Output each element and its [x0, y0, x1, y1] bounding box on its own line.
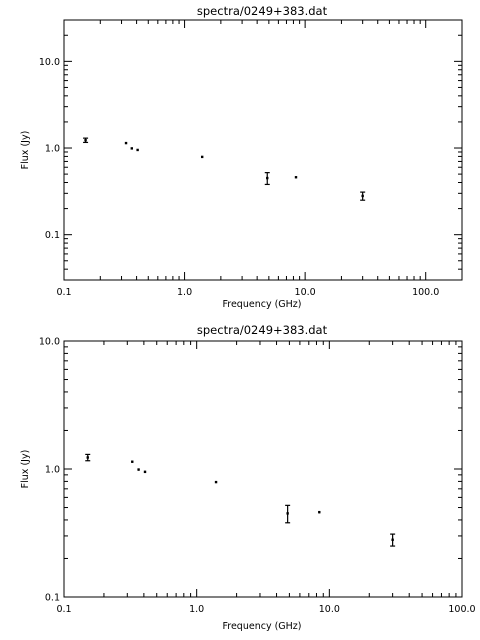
data-point: [85, 453, 91, 462]
data-point: [294, 176, 298, 179]
axis-ticks: [63, 19, 463, 281]
x-tick-label: 10.0: [319, 604, 340, 615]
data-point: [130, 147, 133, 150]
data-point: [143, 470, 147, 474]
point-marker: [136, 148, 139, 152]
x-tick-label: 100.0: [448, 604, 475, 615]
point-marker: [131, 460, 134, 463]
axis-ticks: [63, 340, 463, 598]
point-marker: [143, 470, 147, 474]
plot-frame: [63, 340, 463, 598]
y-tick-label: 1.0: [45, 144, 60, 155]
point-marker: [318, 510, 321, 514]
y-tick-label: 1.0: [45, 465, 60, 476]
point-marker: [84, 139, 87, 142]
y-tick-labels: 0.1 1.0 10.0: [39, 57, 60, 241]
data-points: [83, 137, 366, 201]
x-tick-label: 0.1: [56, 287, 71, 298]
data-point: [137, 468, 140, 471]
point-marker: [214, 480, 218, 484]
chart-panel-bottom: spectra/0249+383.dat 0.1 1.0 10.0 100.0 0.1…: [20, 323, 476, 632]
y-axis-label: Flux (Jy): [20, 131, 31, 170]
chart-title: spectra/0249+383.dat: [197, 4, 328, 18]
plot-frame: [63, 19, 463, 281]
data-point: [390, 533, 396, 547]
chart-panel-top: spectra/0249+383.dat 0.1 1.0 10.0 100.0 0.1…: [20, 4, 463, 310]
data-point: [124, 141, 128, 145]
data-point: [360, 191, 366, 201]
y-tick-label: 0.1: [45, 230, 60, 241]
x-tick-label: 1.0: [189, 604, 204, 615]
y-tick-label: 10.0: [39, 337, 60, 348]
point-marker: [124, 141, 128, 145]
y-axis-label: Flux (Jy): [20, 450, 31, 489]
data-point: [131, 460, 134, 463]
point-marker: [200, 155, 204, 159]
y-tick-label: 0.1: [45, 593, 60, 604]
data-point: [136, 148, 139, 152]
data-point: [264, 172, 270, 186]
data-point: [318, 510, 321, 514]
point-marker: [361, 194, 364, 198]
y-tick-labels: 0.1 1.0 10.0: [39, 337, 60, 604]
point-marker: [137, 468, 140, 471]
data-points: [85, 453, 396, 547]
point-marker: [86, 456, 89, 459]
point-marker: [130, 147, 133, 150]
point-marker: [286, 512, 289, 515]
x-tick-labels: 0.1 1.0 10.0 100.0: [56, 604, 475, 615]
data-point: [285, 504, 291, 524]
x-tick-label: 0.1: [56, 604, 71, 615]
x-tick-labels: 0.1 1.0 10.0 100.0: [56, 287, 439, 298]
data-point: [83, 137, 89, 144]
point-marker: [391, 538, 394, 541]
x-axis-label: Frequency (GHz): [222, 299, 301, 310]
data-point: [214, 480, 218, 484]
x-tick-label: 100.0: [412, 287, 439, 298]
point-marker: [266, 176, 269, 180]
x-tick-label: 1.0: [177, 287, 192, 298]
y-tick-label: 10.0: [39, 57, 60, 68]
data-point: [200, 155, 204, 159]
chart-title: spectra/0249+383.dat: [197, 323, 328, 337]
point-marker: [294, 176, 298, 179]
x-tick-label: 10.0: [295, 287, 316, 298]
x-axis-label: Frequency (GHz): [222, 621, 301, 632]
